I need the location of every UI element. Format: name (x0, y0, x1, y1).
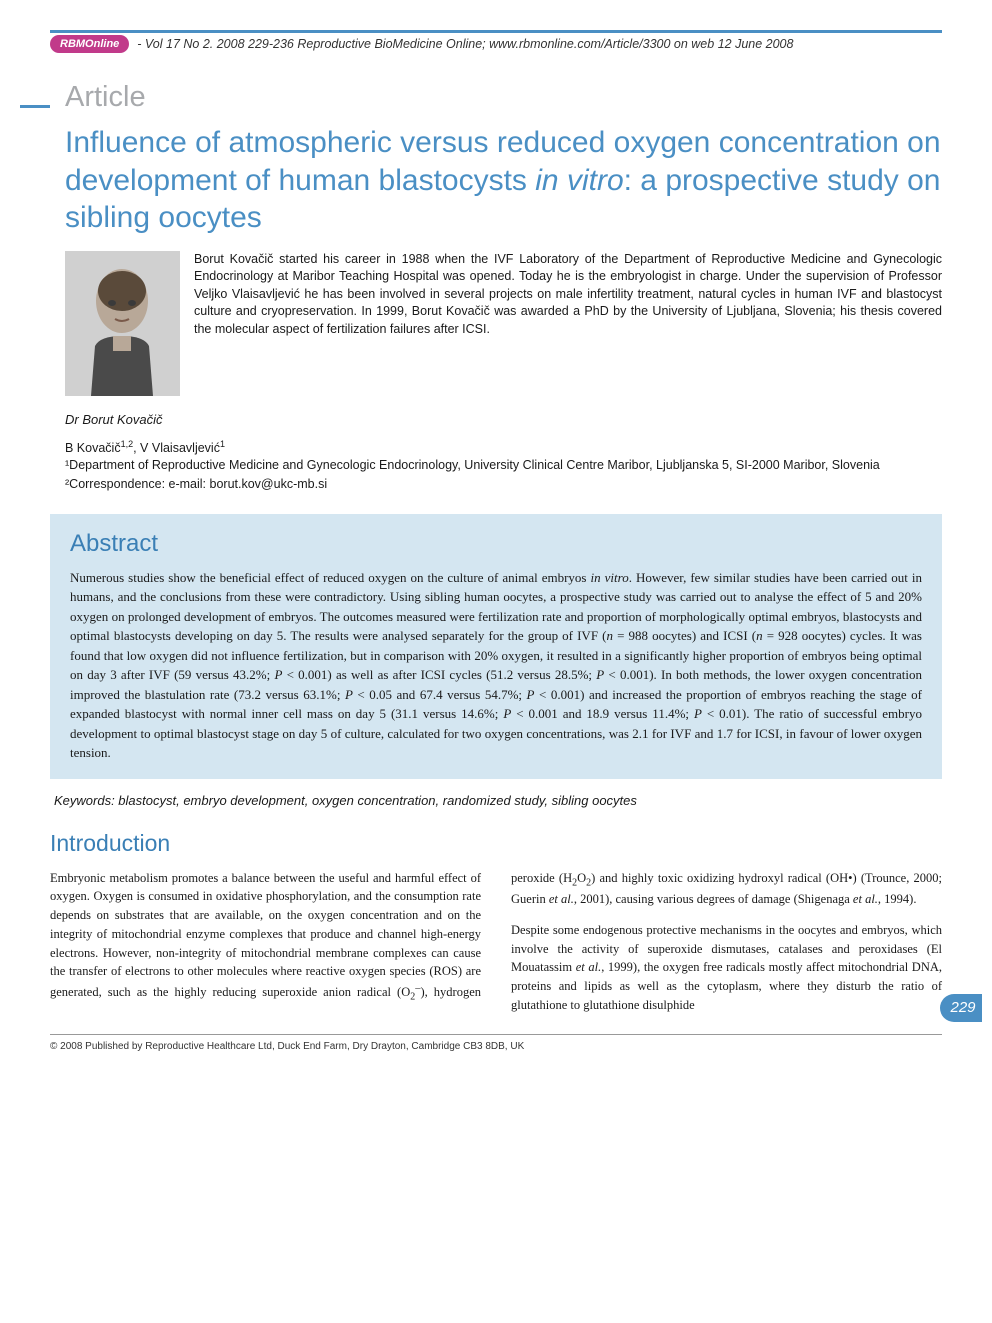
abstract-section: Abstract Numerous studies show the benef… (50, 514, 942, 779)
footer: © 2008 Published by Reproductive Healthc… (50, 1034, 942, 1052)
authors-list: B Kovačič1,2, V Vlaisavljević1 (65, 439, 942, 455)
page-number-badge: 229 (940, 994, 982, 1022)
body-columns: Embryonic metabolism promotes a balance … (50, 869, 942, 1016)
copyright-text: © 2008 Published by Reproductive Healthc… (50, 1041, 942, 1052)
abstract-text: Numerous studies show the beneficial eff… (70, 568, 922, 763)
introduction-heading: Introduction (50, 830, 942, 857)
abstract-heading: Abstract (70, 530, 922, 558)
article-title: Influence of atmospheric versus reduced … (65, 124, 942, 237)
intro-para-2: Despite some endogenous protective mecha… (511, 921, 942, 1015)
author-bio-section: Borut Kovačič started his career in 1988… (65, 251, 942, 396)
affiliation-1: ¹Department of Reproductive Medicine and… (65, 457, 942, 475)
page-header: RBMOnline - Vol 17 No 2. 2008 229-236 Re… (50, 30, 942, 53)
journal-logo: RBMOnline (50, 35, 129, 53)
author-name-line: Dr Borut Kovačič (65, 412, 942, 427)
person-silhouette-icon (65, 251, 180, 396)
affiliation-2: ²Correspondence: e-mail: borut.kov@ukc-m… (65, 476, 942, 494)
header-citation: - Vol 17 No 2. 2008 229-236 Reproductive… (137, 37, 793, 51)
title-italic: in vitro (535, 164, 623, 197)
side-accent-bar (20, 105, 50, 108)
author-photo (65, 251, 180, 396)
keywords-line: Keywords: blastocyst, embryo development… (54, 793, 942, 808)
article-type-label: Article (65, 81, 942, 114)
author-bio-text: Borut Kovačič started his career in 1988… (194, 251, 942, 396)
